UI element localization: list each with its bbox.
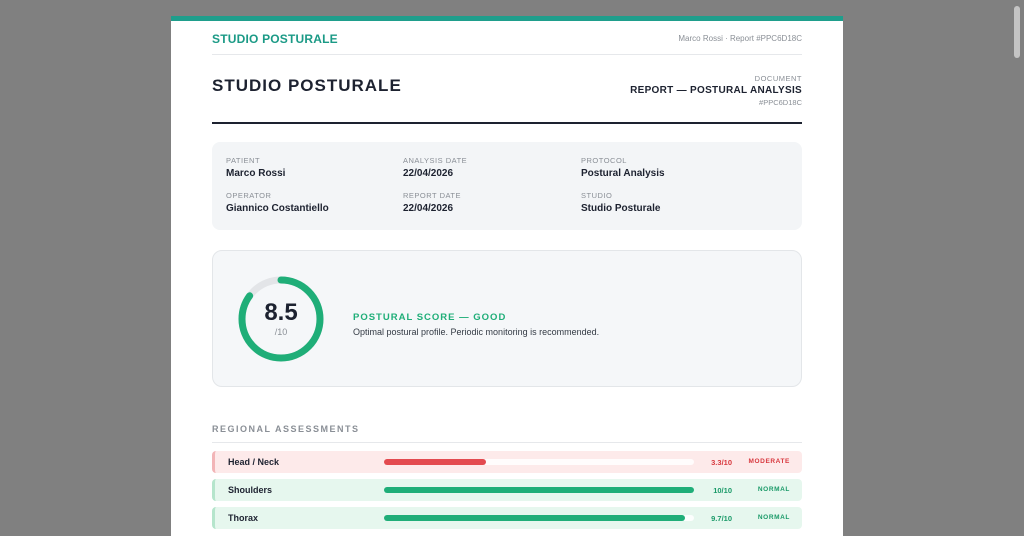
page-title: STUDIO POSTURALE	[212, 76, 402, 95]
document-kicker: DOCUMENT	[754, 74, 802, 83]
regional-assessments-heading: REGIONAL ASSESSMENTS	[212, 424, 802, 443]
assessment-row: Head / Neck 3.3/10 MODERATE	[212, 451, 802, 473]
operator-field: OPERATOR Giannico Costantiello	[226, 191, 329, 214]
assessment-row: Shoulders 10/10 NORMAL	[212, 479, 802, 501]
protocol-label: PROTOCOL	[581, 156, 627, 165]
report-topbar: STUDIO POSTURALE Marco Rossi · Report #P…	[212, 21, 802, 55]
report-meta: Marco Rossi · Report #PPC6D18C	[678, 34, 802, 43]
assessment-score: 3.3/10	[711, 458, 732, 467]
assessment-bar-track	[384, 487, 694, 493]
assessment-bar-fill	[384, 515, 685, 521]
document-id: #PPC6D18C	[759, 98, 802, 107]
score-value: 8.5	[264, 299, 298, 326]
header-divider	[212, 122, 802, 124]
document-name: REPORT — POSTURAL ANALYSIS	[630, 85, 802, 96]
assessment-bar-track	[384, 459, 694, 465]
document-info: DOCUMENT REPORT — POSTURAL ANALYSIS #PPC…	[630, 74, 802, 107]
report-date-field: REPORT DATE 22/04/2026	[403, 191, 461, 214]
postural-score-card: 8.5 /10 POSTURAL SCORE — GOOD Optimal po…	[212, 250, 802, 387]
report-date-value: 22/04/2026	[403, 203, 454, 214]
assessment-region-name: Head / Neck	[228, 457, 280, 467]
assessment-status-badge: NORMAL	[757, 514, 790, 521]
protocol-field: PROTOCOL Postural Analysis	[581, 156, 665, 179]
score-gauge-arc	[238, 276, 324, 362]
patient-field: PATIENT Marco Rossi	[226, 156, 285, 179]
studio-label: STUDIO	[581, 191, 613, 200]
studio-field: STUDIO Studio Posturale	[581, 191, 660, 214]
analysis-date-value: 22/04/2026	[403, 168, 454, 179]
assessment-bar-fill	[384, 487, 694, 493]
report-page: STUDIO POSTURALE Marco Rossi · Report #P…	[171, 16, 843, 536]
analysis-date-label: ANALYSIS DATE	[403, 156, 468, 165]
assessment-region-name: Shoulders	[228, 485, 273, 495]
score-label: POSTURAL SCORE — GOOD	[353, 312, 507, 323]
brand-name: STUDIO POSTURALE	[212, 32, 338, 46]
assessment-score: 9.7/10	[711, 514, 732, 523]
patient-info-card: PATIENT Marco Rossi ANALYSIS DATE 22/04/…	[212, 142, 802, 230]
score-max: /10	[274, 327, 288, 337]
score-gauge-ring	[238, 276, 324, 362]
patient-label: PATIENT	[226, 156, 261, 165]
assessment-score: 10/10	[713, 486, 732, 495]
score-gauge: 8.5 /10	[237, 275, 325, 363]
assessment-status-badge: NORMAL	[757, 486, 790, 493]
assessment-bar-fill	[384, 459, 487, 465]
assessment-region-name: Thorax	[228, 513, 259, 523]
score-description: Optimal postural profile. Periodic monit…	[353, 327, 600, 337]
assessment-status-badge: MODERATE	[748, 458, 790, 465]
operator-value: Giannico Costantiello	[226, 203, 329, 214]
assessment-row: Thorax 9.7/10 NORMAL	[212, 507, 802, 529]
analysis-date-field: ANALYSIS DATE 22/04/2026	[403, 156, 467, 179]
assessment-bar-track	[384, 515, 694, 521]
report-date-label: REPORT DATE	[403, 191, 462, 200]
protocol-value: Postural Analysis	[581, 168, 665, 179]
patient-value: Marco Rossi	[226, 168, 286, 179]
studio-value: Studio Posturale	[581, 203, 661, 214]
window-scrollbar[interactable]	[1014, 6, 1020, 58]
operator-label: OPERATOR	[226, 191, 272, 200]
